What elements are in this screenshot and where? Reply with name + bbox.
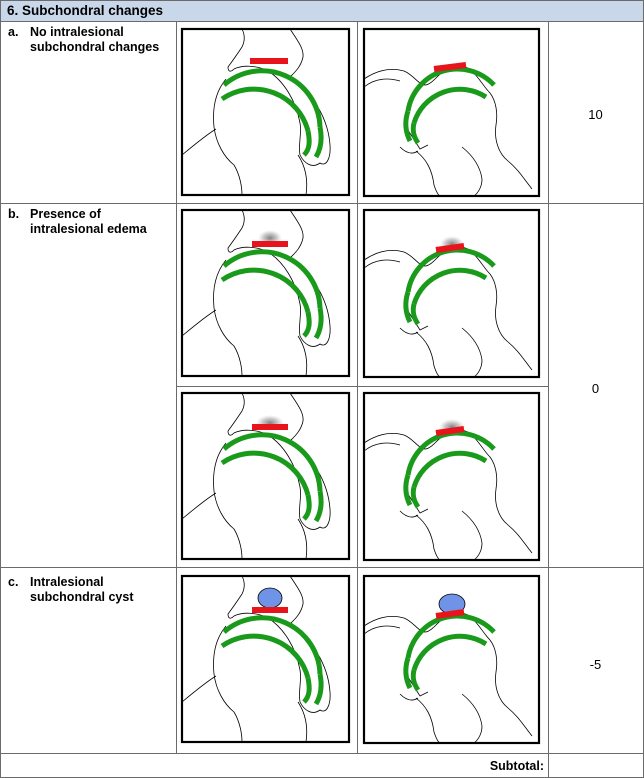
criterion-c: c. Intralesional subchondral cyst <box>8 575 134 604</box>
hip-diagram-coronal <box>180 574 352 746</box>
table-divider <box>0 567 644 568</box>
table-divider <box>0 203 644 204</box>
criterion-b: b. Presence of intralesional edema <box>8 207 147 236</box>
hip-diagram-coronal <box>180 27 352 198</box>
lesion-mark <box>435 243 465 253</box>
subtotal-label: Subtotal: <box>489 759 544 773</box>
table-divider <box>176 386 548 387</box>
table-border-top <box>0 0 644 1</box>
table-divider <box>0 753 644 754</box>
table-divider <box>176 21 177 753</box>
section-title: 6. Subchondral changes <box>7 3 164 18</box>
hip-diagram-oblique <box>362 27 542 199</box>
table-divider <box>0 21 644 22</box>
lesion-mark <box>435 609 465 619</box>
hip-diagram-oblique <box>362 391 542 563</box>
hip-diagram-oblique <box>362 208 542 380</box>
hip-diagram-oblique <box>362 574 542 746</box>
score-c: -5 <box>589 657 602 672</box>
hip-diagram-coronal <box>180 391 352 562</box>
table-divider <box>357 21 358 753</box>
score-a: 10 <box>588 107 603 122</box>
table-border-left <box>0 0 1 778</box>
table-divider <box>548 21 549 778</box>
lesion-mark <box>433 62 467 72</box>
hip-diagram-coronal <box>180 208 352 380</box>
section-header: 6. Subchondral changes <box>1 1 643 21</box>
lesion-mark <box>435 426 465 436</box>
criterion-a: a. No intralesional subchondral changes <box>8 25 160 54</box>
score-b: 0 <box>591 381 600 396</box>
cyst-mark <box>257 587 283 609</box>
